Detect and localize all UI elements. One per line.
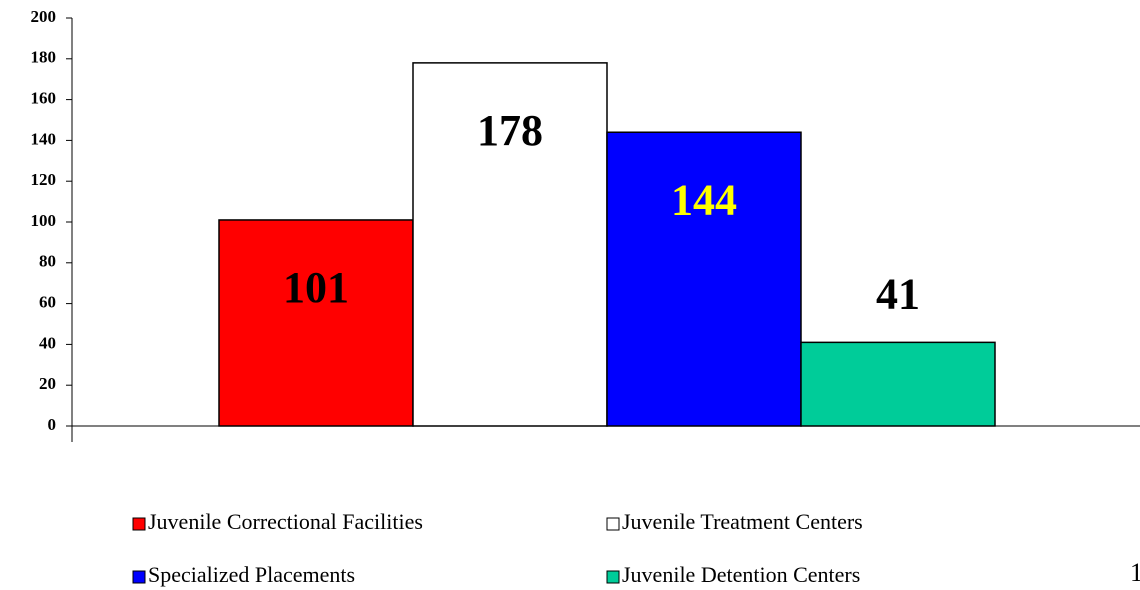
data-label: 101	[283, 263, 349, 312]
legend-swatch	[606, 517, 620, 531]
y-tick-label: 160	[31, 89, 57, 108]
legend-swatch	[606, 570, 620, 584]
legend-label: Specialized Placements	[148, 562, 355, 587]
bar	[412, 62, 608, 427]
legend-swatch	[132, 570, 146, 584]
page-number: 1	[1130, 558, 1140, 587]
legend-swatch	[132, 517, 146, 531]
y-tick-label: 80	[39, 252, 56, 271]
legend-label: Juvenile Treatment Centers	[622, 509, 863, 534]
y-tick-label: 180	[31, 48, 57, 67]
legend-label: Juvenile Detention Centers	[622, 562, 860, 587]
data-label: 178	[477, 106, 543, 155]
y-tick-label: 140	[31, 129, 57, 148]
y-tick-label: 20	[39, 374, 56, 393]
y-tick-label: 200	[31, 7, 57, 26]
bar	[800, 341, 996, 427]
y-tick-label: 120	[31, 170, 57, 189]
bar	[606, 131, 802, 427]
bar	[218, 219, 414, 427]
data-label: 41	[876, 269, 920, 318]
data-label: 144	[671, 175, 737, 224]
y-tick-label: 0	[48, 415, 57, 434]
legend-label: Juvenile Correctional Facilities	[148, 509, 423, 534]
y-tick-label: 40	[39, 333, 56, 352]
y-tick-label: 100	[31, 211, 57, 230]
y-tick-label: 60	[39, 293, 56, 312]
